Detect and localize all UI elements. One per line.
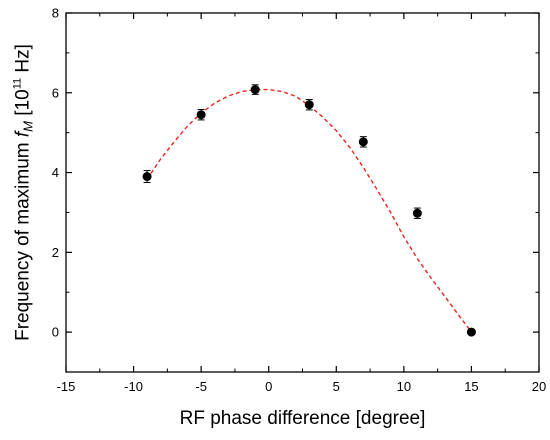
data-point bbox=[466, 327, 476, 337]
data-point bbox=[304, 100, 314, 110]
x-tick-label: -5 bbox=[195, 379, 207, 394]
fit-curve bbox=[146, 88, 472, 333]
x-tick-label: 0 bbox=[265, 379, 272, 394]
data-point bbox=[358, 137, 368, 147]
x-tick-label: 20 bbox=[532, 379, 546, 394]
x-tick-label: 10 bbox=[397, 379, 411, 394]
x-tick-label: 5 bbox=[333, 379, 340, 394]
data-point bbox=[142, 172, 152, 182]
plot-area bbox=[142, 84, 476, 337]
data-point bbox=[250, 85, 260, 95]
y-title-prefix: Frequency of maximum bbox=[13, 137, 34, 341]
y-tick-label: 8 bbox=[52, 6, 59, 21]
x-tick-label: -15 bbox=[57, 379, 76, 394]
plot-frame bbox=[65, 12, 540, 373]
y-tick-label: 0 bbox=[52, 325, 59, 340]
y-title-unit: [10 bbox=[13, 89, 34, 121]
y-tick-label: 2 bbox=[52, 245, 59, 260]
y-axis-title: Frequency of maximum fM [1011 Hz] bbox=[12, 44, 36, 341]
y-tick-label: 6 bbox=[52, 85, 59, 100]
y-title-exponent: 11 bbox=[12, 78, 24, 89]
data-point bbox=[196, 110, 206, 120]
y-title-symbol: f bbox=[13, 130, 34, 137]
data-point bbox=[412, 208, 422, 218]
axes: -15 -10 -5 0 5 10 15 20 0 2 4 6 8 bbox=[52, 6, 546, 395]
x-axis-title: RF phase difference [degree] bbox=[180, 408, 426, 429]
y-tick-label: 4 bbox=[52, 165, 59, 180]
y-title-subscript: M bbox=[21, 121, 36, 132]
y-title-unit-close: Hz] bbox=[13, 44, 34, 78]
x-tick-label: 15 bbox=[464, 379, 478, 394]
x-tick-label: -10 bbox=[124, 379, 143, 394]
